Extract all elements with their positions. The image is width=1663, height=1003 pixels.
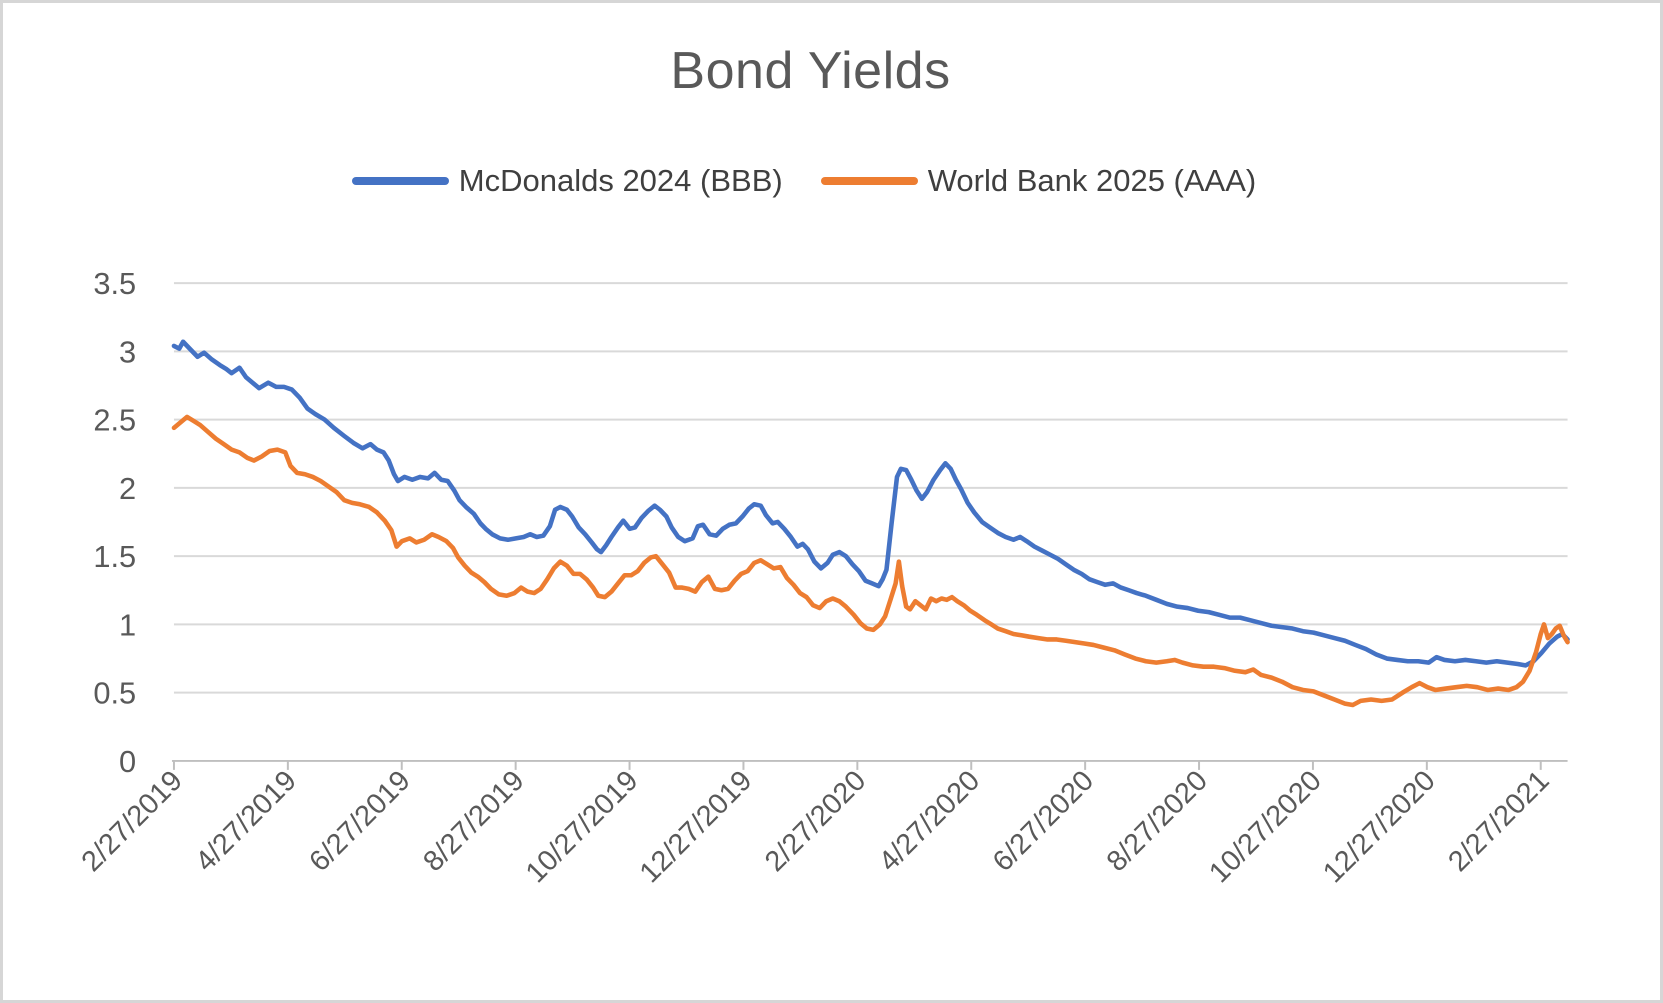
y-tick-label: 0 [119,744,136,779]
series-line-worldbank [171,414,1570,708]
x-tick-label: 2/27/2019 [76,765,189,878]
x-tick-label: 6/27/2020 [987,765,1100,878]
legend-item-worldbank: World Bank 2025 (AAA) [820,163,1257,199]
x-tick-label: 8/27/2019 [417,765,530,878]
legend-swatch-mcdonalds-line-icon [351,177,449,185]
legend-label-worldbank: World Bank 2025 (AAA) [927,163,1257,198]
y-tick-label: 1 [119,607,136,642]
y-tick-label: 3.5 [93,266,136,301]
y-tick-label: 1.5 [93,539,136,574]
chart-title: Bond Yields [670,42,951,100]
x-tick-label: 6/27/2019 [303,765,416,878]
legend: McDonalds 2024 (BBB) World Bank 2025 (AA… [3,163,1660,199]
x-tick-label: 10/27/2020 [1203,765,1328,890]
x-tick-label: 2/27/2020 [759,765,872,878]
x-tick-label: 12/27/2019 [634,765,759,890]
x-tick-label: 10/27/2019 [520,765,645,890]
y-tick-label: 3 [119,334,136,369]
x-tick-label: 4/27/2020 [873,765,986,878]
legend-swatch-worldbank-line-icon [820,177,918,185]
x-tick-label: 2/27/2021 [1442,765,1555,878]
y-tick-label: 0.5 [93,676,136,711]
legend-item-mcdonalds: McDonalds 2024 (BBB) [351,163,783,199]
series-line-mcdonalds [171,339,1570,668]
plot-area: 2/27/2019 4/27/2019 6/27/2019 8/27/201910/2… [76,266,1570,890]
x-tick-label: 8/27/2020 [1101,765,1214,878]
x-tick-label: 12/27/2020 [1317,765,1442,890]
x-tick-label: 4/27/2019 [189,765,302,878]
y-tick-label: 2 [119,471,136,506]
legend-label-mcdonalds: McDonalds 2024 (BBB) [458,163,783,198]
y-tick-label: 2.5 [93,403,136,438]
